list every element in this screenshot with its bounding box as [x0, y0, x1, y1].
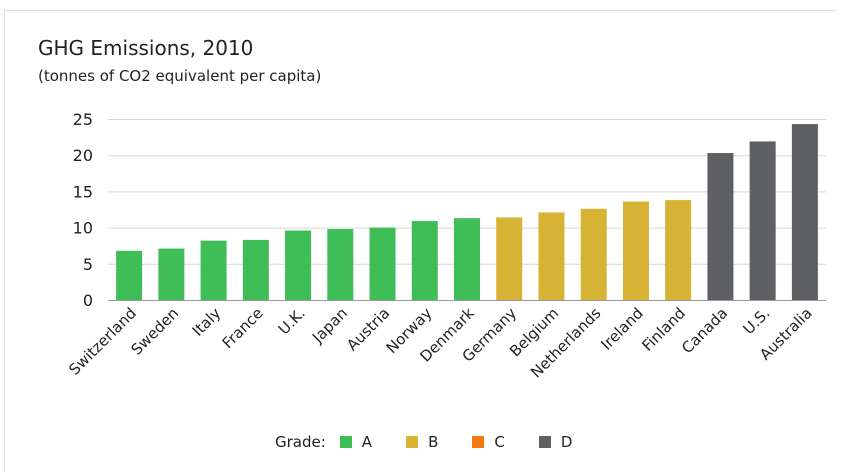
x-tick-label: Italy	[189, 304, 225, 340]
legend-item-b: B	[406, 433, 438, 451]
legend-item-d: D	[538, 433, 573, 451]
x-tick-label: U.S.	[740, 304, 774, 338]
chart-subtitle: (tonnes of CO2 equivalent per capita)	[38, 67, 322, 85]
bar-australia	[791, 124, 818, 301]
bar-ireland	[622, 201, 649, 300]
bar-italy	[200, 240, 227, 300]
legend-label-c: C	[494, 433, 505, 451]
bar-sweden	[158, 248, 185, 300]
bar-denmark	[454, 218, 480, 300]
legend-swatch-b	[406, 436, 419, 448]
x-tick-label: France	[219, 304, 267, 352]
y-tick-label: 20	[73, 146, 93, 165]
legend-title: Grade:	[275, 433, 326, 451]
legend-label-b: B	[428, 433, 439, 451]
legend-swatch-d	[538, 436, 551, 448]
legend-label-d: D	[560, 433, 573, 451]
x-tick-label: Canada	[678, 304, 731, 357]
legend: Grade: A B C D	[275, 431, 572, 453]
bar-switzerland	[116, 250, 143, 300]
x-tick-label: Switzerland	[65, 304, 140, 379]
y-tick-label: 0	[83, 291, 93, 310]
x-tick-label: Ireland	[597, 304, 646, 353]
bar-canada	[707, 153, 734, 300]
chart-frame	[4, 10, 836, 472]
legend-swatch-a	[339, 436, 352, 448]
legend-label-a: A	[361, 433, 373, 451]
y-tick-label: 10	[73, 219, 93, 238]
y-tick-label: 25	[73, 110, 93, 129]
bar-japan	[327, 229, 354, 300]
legend-item-a: A	[339, 433, 373, 451]
x-tick-label: Sweden	[128, 304, 183, 359]
y-tick-label: 15	[73, 182, 93, 201]
bar-u-s	[749, 141, 776, 300]
bar-u-k	[285, 230, 312, 300]
bar-netherlands	[580, 208, 607, 300]
bar-belgium	[538, 212, 565, 300]
y-tick-label: 5	[83, 255, 93, 274]
chart-title: GHG Emissions, 2010	[38, 36, 254, 60]
bar-norway	[411, 221, 438, 300]
legend-swatch-c	[472, 436, 485, 448]
legend-item-c: C	[472, 433, 505, 451]
bar-france	[242, 239, 269, 300]
x-tick-label: U.K.	[275, 304, 309, 338]
bar-austria	[369, 227, 396, 300]
bar-finland	[665, 200, 692, 300]
bar-germany	[496, 217, 523, 300]
